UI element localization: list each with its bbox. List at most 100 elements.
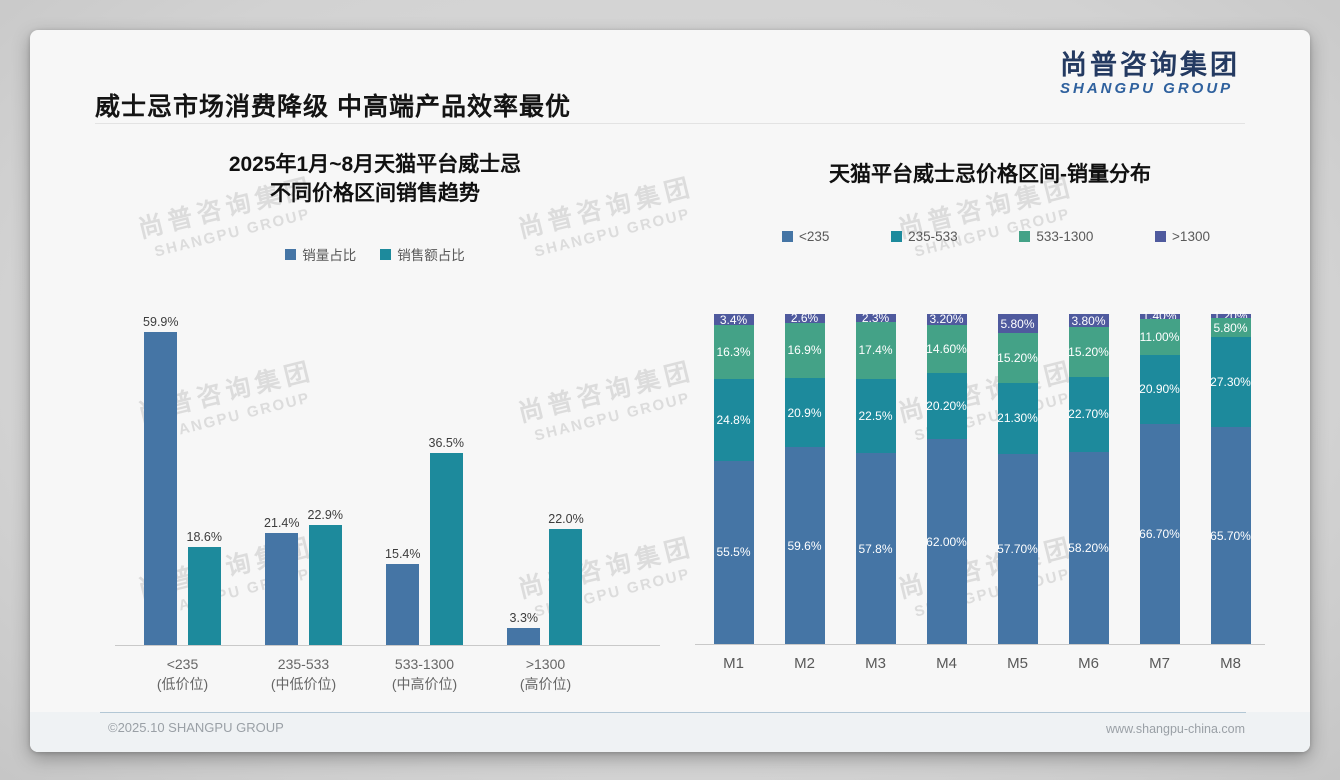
brand-logo-en: SHANGPU GROUP [1060, 80, 1234, 97]
x-label-tier: (低价位) [156, 676, 209, 692]
segment-value-label: 5.80% [1213, 320, 1248, 335]
x-label-tier: (中低价位) [270, 676, 337, 692]
segment-235-533-M7: 20.90% [1139, 354, 1180, 424]
legend-swatch-icon [1155, 231, 1167, 242]
legend-item->1300: >1300 [1155, 229, 1210, 244]
segment-235-533-M2: 20.9% [784, 378, 825, 448]
x-label-range: <235 [166, 656, 199, 672]
footer-band [30, 712, 1310, 752]
right-chart-legend: <235 235-533 533-1300 >1300 [782, 229, 1210, 244]
right-chart-x-axis: M1 M2 M3 M4 M5 M6 M7 M8 [698, 655, 1266, 672]
legend-item-销售额占比: 销售额占比 [380, 244, 465, 264]
right-chart-axis-line [695, 644, 1265, 645]
segment-value-label: 59.6% [787, 538, 822, 553]
bar-value-label: 18.6% [186, 530, 222, 544]
stack-column-M5: 5.80% 15.20% 21.30% 57.70% [982, 314, 1053, 644]
bar-销量占比-235-533: 21.4% [264, 315, 300, 645]
legend-item-销量占比: 销量占比 [285, 244, 356, 264]
legend-item-235-533: 235-533 [891, 229, 958, 244]
bar-group->1300: 3.3% 22.0% [485, 315, 606, 645]
left-chart-x-axis: <235 (低价位) 235-533 (中低价位) 533-1300 (中高价位) >130… [122, 654, 606, 694]
segment-value-label: 3.4% [719, 312, 748, 327]
segment-value-label: 58.20% [1068, 540, 1109, 555]
segment-value-label: 22.70% [1068, 407, 1109, 422]
segment-value-label: 20.9% [787, 405, 822, 420]
bar-销量占比-533-1300: 15.4% [385, 315, 421, 645]
legend-label: 销量占比 [302, 248, 357, 263]
bar-销售额占比-235-533: 22.9% [308, 315, 343, 645]
footer-copyright: ©2025.10 SHANGPU GROUP [108, 720, 284, 735]
right-chart-title: 天猫平台威士忌价格区间-销量分布 [829, 163, 1151, 186]
stack-column-M3: 2.3% 17.4% 22.5% 57.8% [840, 310, 911, 644]
slide-card: 尚普咨询集团 SHANGPU GROUP 尚普咨询集团 SHANGPU GROUP 尚普… [30, 30, 1310, 752]
left-chart-title-line1: 2025年1月~8月天猫平台威士忌 [228, 153, 522, 176]
right-chart-bars: 3.4% 16.3% 24.8% 55.5% 2.6% 16.9% 20.9% 59.6% 2.… [698, 310, 1266, 644]
segment-<235-M2: 59.6% [784, 447, 825, 644]
bar-group-<235: 59.9% 18.6% [122, 315, 243, 645]
bar-rect [308, 525, 342, 645]
bar-rect [144, 332, 178, 645]
segment-value-label: 21.30% [997, 411, 1038, 426]
x-label-M1: M1 [723, 655, 744, 672]
segment-value-label: 16.3% [716, 345, 751, 360]
stack-bar-M5: 5.80% 15.20% 21.30% 57.70% [997, 314, 1038, 644]
title-divider [95, 123, 1245, 124]
segment-value-label: 2.3% [861, 310, 890, 325]
segment-533-1300-M2: 16.9% [784, 322, 825, 379]
x-label-533-1300: 533-1300 (中高价位) [364, 654, 485, 694]
x-label->1300: >1300 (高价位) [485, 654, 606, 694]
segment-533-1300-M6: 15.20% [1068, 326, 1109, 378]
segment-value-label: 24.8% [716, 413, 751, 427]
segment-value-label: 5.80% [1000, 316, 1035, 331]
stack-column-M7: 1.40% 11.00% 20.90% 66.70% [1124, 310, 1195, 644]
segment-value-label: 66.70% [1139, 526, 1180, 541]
segment-533-1300-M8: 5.80% [1210, 318, 1251, 338]
segment-235-533-M3: 22.5% [855, 379, 896, 454]
x-label-M2: M2 [794, 655, 815, 672]
legend-label: >1300 [1172, 229, 1210, 244]
legend-item-533-1300: 533-1300 [1019, 229, 1093, 244]
x-label-235-533: 235-533 (中低价位) [243, 654, 364, 694]
segment-value-label: 3.20% [929, 312, 964, 327]
segment-235-533-M6: 22.70% [1068, 377, 1109, 452]
segment-value-label: 20.20% [926, 399, 967, 414]
segment-<235-M3: 57.8% [855, 453, 896, 644]
bar-value-label: 21.4% [264, 516, 300, 530]
legend-label: 销售额占比 [397, 248, 465, 263]
stack-column-M1: 3.4% 16.3% 24.8% 55.5% [698, 314, 769, 644]
bar-销量占比->1300: 3.3% [507, 315, 541, 645]
bar-value-label: 59.9% [143, 315, 179, 329]
bar-销售额占比-533-1300: 36.5% [429, 315, 464, 645]
bar-销售额占比->1300: 22.0% [548, 315, 584, 645]
segment-value-label: 11.00% [1139, 329, 1180, 344]
x-label-M8: M8 [1220, 655, 1241, 672]
left-chart-plot: 59.9% 18.6% 21.4% 22.9% 15.4% 36.5% 3.3% 22.0% [115, 315, 660, 646]
bar-rect [187, 547, 221, 645]
x-label-M7: M7 [1149, 655, 1170, 672]
stack-column-M4: 3.20% 14.60% 20.20% 62.00% [911, 312, 982, 644]
bar-rect [386, 564, 420, 645]
x-label-M6: M6 [1078, 655, 1099, 672]
segment-value-label: 2.6% [790, 311, 819, 326]
x-label-M5: M5 [1007, 655, 1028, 672]
left-chart-bars: 59.9% 18.6% 21.4% 22.9% 15.4% 36.5% 3.3% 22.0% [122, 315, 606, 645]
bar-value-label: 3.3% [509, 611, 539, 625]
page-title: 威士忌市场消费降级 中高端产品效率最优 [95, 92, 571, 121]
left-chart-title: 2025年1月~8月天猫平台威士忌 不同价格区间销售趋势 [95, 150, 655, 208]
legend-item-<235: <235 [782, 229, 829, 244]
bar-value-label: 36.5% [428, 436, 464, 450]
segment-value-label: 16.9% [787, 343, 822, 358]
legend-swatch-icon [782, 231, 793, 242]
segment-value-label: 62.00% [926, 534, 967, 549]
segment-533-1300-M1: 16.3% [713, 325, 754, 380]
bar-value-label: 15.4% [385, 547, 421, 561]
x-label-range: 533-1300 [394, 656, 455, 672]
stack-bar-M8: 1.20% 5.80% 27.30% 65.70% [1210, 310, 1251, 644]
segment-<235-M7: 66.70% [1139, 423, 1180, 644]
segment->1300-M4: 3.20% [926, 312, 967, 327]
segment-value-label: 15.20% [997, 351, 1038, 366]
x-label-tier: (高价位) [519, 676, 572, 692]
segment-<235-M5: 57.70% [997, 453, 1038, 644]
segment-value-label: 15.20% [1068, 344, 1109, 359]
footer-website: www.shangpu-china.com [1106, 722, 1245, 736]
